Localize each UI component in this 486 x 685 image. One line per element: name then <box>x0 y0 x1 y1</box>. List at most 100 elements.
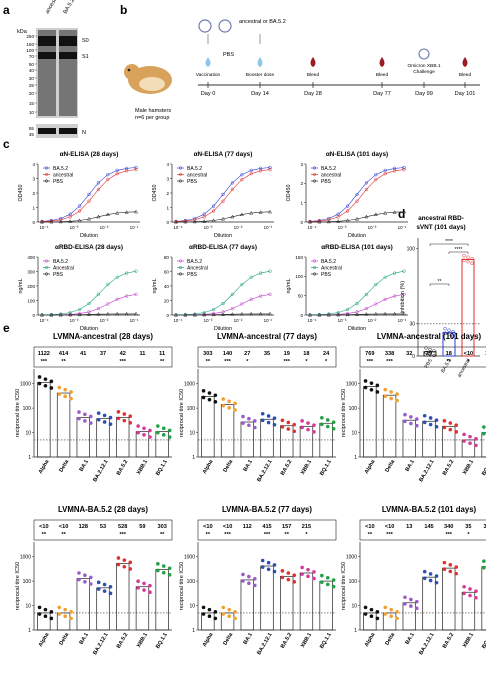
lvmna-chart: LVMNA-BA.5.2 (101 days) <10 ** <10 *** 13 145 3… <box>341 505 486 656</box>
data-point <box>375 616 380 621</box>
y-tick-label: 1 <box>28 628 31 634</box>
blot-band-s1-ba52 <box>59 52 77 59</box>
event-label: Booster dose <box>246 72 275 78</box>
x-tick-label: 10⁻³ <box>338 318 347 323</box>
svnt-title-line1: ancestral RBD- <box>418 215 464 222</box>
data-point <box>345 209 350 213</box>
category-label: BA.1 <box>405 459 416 473</box>
data-point <box>102 589 107 593</box>
data-point <box>213 610 218 614</box>
data-point <box>468 593 472 598</box>
kda-marker: 55 <box>29 126 35 131</box>
x-tick-label: 10⁻³ <box>338 225 347 230</box>
bar <box>155 431 169 458</box>
significance-label: * <box>305 532 308 538</box>
x-tick-label: 10⁻² <box>234 318 243 323</box>
bar <box>135 431 150 458</box>
kda-marker: 250 <box>26 34 34 39</box>
data-point <box>77 571 81 575</box>
x-tick-label: 10⁻⁴ <box>173 225 182 230</box>
data-point <box>363 605 368 610</box>
data-point <box>369 607 374 612</box>
data-point <box>83 419 87 423</box>
blot-lane-ancestral <box>38 30 56 116</box>
kda-marker: 45 <box>29 132 35 137</box>
data-point <box>272 569 277 574</box>
series-line <box>309 169 405 222</box>
data-point <box>320 422 324 427</box>
data-point <box>69 390 73 394</box>
data-point <box>374 177 378 182</box>
y-tick-label: 100 <box>187 579 196 585</box>
series-line <box>175 294 271 316</box>
titre-value: 128 <box>79 524 88 530</box>
data-point <box>68 215 72 219</box>
data-point <box>83 573 87 577</box>
data-point <box>462 591 466 596</box>
bar <box>442 425 456 458</box>
legend-label: PBS <box>321 272 332 278</box>
data-point <box>374 173 378 177</box>
kda-marker: 70 <box>29 54 35 59</box>
data-point <box>462 258 466 262</box>
data-point <box>89 421 93 425</box>
blood-drop-icon <box>379 57 385 67</box>
data-point <box>383 297 387 301</box>
y-tick-label: 4 <box>166 162 169 167</box>
legend-label: Ancestral <box>187 265 208 271</box>
data-point <box>482 559 486 563</box>
data-point <box>122 564 127 569</box>
category-label: Delta <box>222 458 234 473</box>
category-label: Alpha <box>38 631 51 648</box>
data-point <box>96 411 101 415</box>
data-point <box>87 199 91 203</box>
bar <box>240 421 254 458</box>
data-point <box>142 588 146 592</box>
data-point <box>409 604 413 608</box>
significance-label: *** <box>386 532 393 538</box>
data-point <box>470 261 474 265</box>
data-point <box>77 410 81 414</box>
y-axis-label: OD450 <box>18 184 24 201</box>
titre-value: 35 <box>465 524 471 530</box>
bar <box>96 587 110 631</box>
titre-value: 29 <box>426 351 432 357</box>
category-label: BA.1 <box>405 632 416 646</box>
data-point <box>383 394 388 399</box>
event-label: Vaccination <box>196 72 221 78</box>
data-point <box>253 419 257 423</box>
data-point <box>325 582 330 587</box>
kda-marker: 10 <box>29 110 35 115</box>
data-point <box>383 275 387 279</box>
category-label: XBB.1 <box>300 632 313 649</box>
data-point <box>422 420 427 425</box>
titre-value: <10 <box>59 524 69 530</box>
data-point <box>241 572 245 577</box>
data-point <box>462 439 466 443</box>
data-point <box>422 576 427 581</box>
data-point <box>116 416 121 421</box>
x-tick-label: 10⁻⁴ <box>39 225 48 230</box>
kda-marker: 20 <box>29 91 35 96</box>
data-point <box>108 415 113 420</box>
data-point <box>201 389 206 393</box>
kda-label: kDa <box>17 29 28 35</box>
data-point <box>57 392 62 396</box>
significance-label: *** <box>119 359 126 365</box>
data-point <box>363 385 368 390</box>
data-point <box>468 587 472 591</box>
bar <box>76 417 90 458</box>
y-tick-label: 1000 <box>346 554 357 560</box>
bar <box>135 586 150 631</box>
bar <box>280 425 294 458</box>
significance-label: ** <box>61 359 66 365</box>
data-point <box>124 271 129 275</box>
y-tick-label: 0 <box>300 313 303 318</box>
data-point <box>451 334 455 338</box>
data-point <box>128 421 133 425</box>
data-point <box>37 605 42 610</box>
legend-label: BA.5.2 <box>321 166 336 172</box>
data-point <box>148 428 152 433</box>
titre-value: 13 <box>406 524 412 530</box>
titre-value: <10 <box>203 524 213 530</box>
